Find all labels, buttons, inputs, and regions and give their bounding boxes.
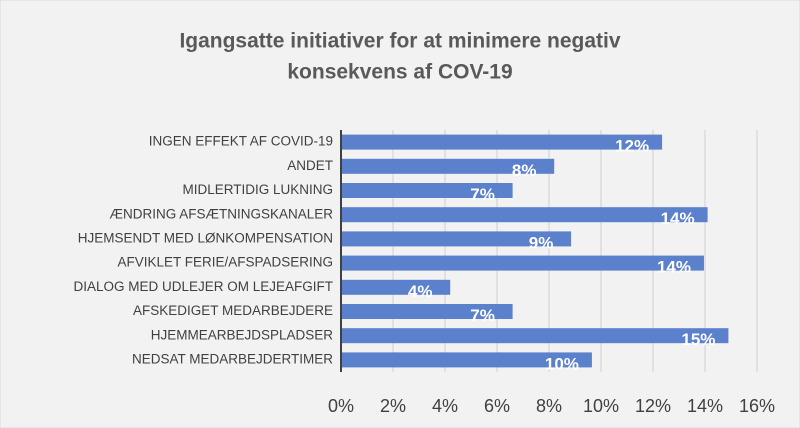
x-tick-label: 10% (583, 396, 619, 416)
x-tick-label: 6% (484, 396, 510, 416)
y-tick-label: AFSKEDIGET MEDARBEJDERE (133, 303, 333, 318)
bar (341, 255, 704, 271)
value-label: 10% (545, 354, 579, 373)
value-label: 14% (661, 209, 695, 228)
bar (341, 328, 729, 344)
x-tick-label: 2% (380, 396, 406, 416)
x-tick-label: 4% (432, 396, 458, 416)
y-tick-label: INGEN EFFEKT AF COVID-19 (149, 134, 333, 149)
x-tick-label: 12% (635, 396, 671, 416)
y-tick-label: MIDLERTIDIG LUKNING (182, 182, 333, 197)
bar (341, 158, 555, 174)
y-tick-label: DIALOG MED UDLEJER OM LEJEAFGIFT (73, 279, 333, 294)
value-label: 7% (470, 306, 495, 325)
x-tick-label: 14% (687, 396, 723, 416)
y-tick-label: NEDSAT MEDARBEJDERTIMER (132, 351, 333, 366)
value-label: 12% (615, 137, 649, 156)
value-label: 8% (512, 161, 537, 180)
bar (341, 304, 513, 319)
y-tick-label: HJEMMEARBEJDSPLADSER (151, 327, 334, 342)
y-tick-label: AFVIKLET FERIE/AFSPADSERING (117, 255, 333, 270)
bar (341, 134, 663, 150)
x-tick-label: 8% (536, 396, 562, 416)
y-tick-label: ANDET (287, 158, 333, 173)
x-tick-label: 16% (739, 396, 775, 416)
value-label: 14% (657, 258, 691, 277)
x-tick-label: 0% (328, 396, 354, 416)
value-label: 15% (681, 330, 715, 349)
bar (341, 183, 513, 198)
bar (341, 207, 708, 223)
bar (341, 279, 451, 295)
value-label: 9% (529, 233, 554, 252)
chart-subtitle: konsekvens af COV-19 (287, 61, 512, 84)
bar (341, 231, 572, 247)
bar (341, 352, 592, 368)
value-label: 7% (470, 185, 495, 204)
chart-title: Igangsatte initiativer for at minimere n… (179, 30, 620, 53)
value-label: 4% (408, 282, 433, 301)
y-tick-label: ÆNDRING AFSÆTNINGSKANALER (109, 206, 333, 221)
y-tick-label: HJEMSENDT MED LØNKOMPENSATION (78, 230, 333, 245)
